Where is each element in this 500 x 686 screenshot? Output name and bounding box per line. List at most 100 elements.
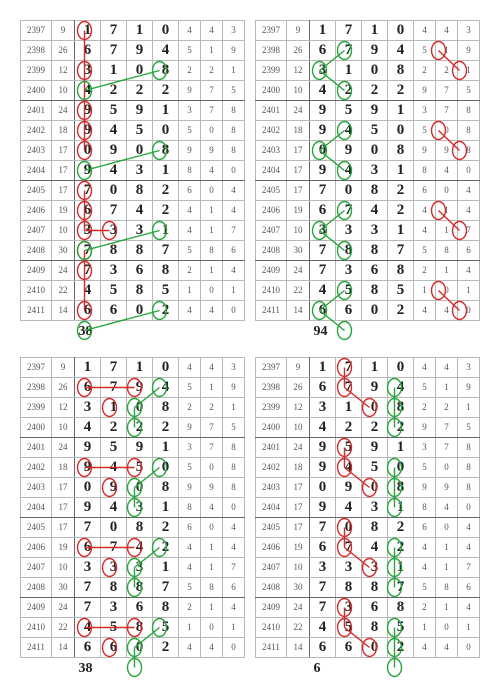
digit-cell: 5 [335, 437, 362, 458]
issue-number-cell: 2406 [20, 537, 52, 558]
digit-cell: 2 [387, 417, 414, 438]
prediction-label: 38 [78, 324, 93, 339]
stat-cell: 1 [222, 280, 245, 301]
sum-cell: 12 [51, 60, 75, 81]
digit-cell: 1 [152, 437, 179, 458]
sum-cell: 10 [286, 220, 310, 241]
digit-cell: 6 [361, 597, 388, 618]
sum-cell: 26 [51, 377, 75, 398]
issue-number-cell: 2406 [255, 200, 287, 221]
table-row: 2398 26 6 7 9 4 5 1 9 [255, 377, 480, 398]
panel-bottom-left: 2397 9 1 7 1 0 4 4 3 2398 26 6 7 9 4 5 1 9 2399 12 3 1 0 8 2 2 1 24… [20, 357, 245, 678]
table-row: 2398 26 6 7 9 4 5 1 9 [255, 40, 480, 61]
issue-number-cell: 2408 [255, 240, 287, 261]
stat-cell: 9 [178, 140, 201, 161]
prediction-label: 94 [313, 324, 328, 339]
table-row: 2404 17 9 4 3 1 8 4 0 [20, 160, 245, 181]
stat-cell: 4 [222, 180, 245, 201]
digit-cell: 0 [126, 60, 153, 81]
stat-cell: 2 [178, 60, 201, 81]
table-row: 2399 12 3 1 0 8 2 2 1 [20, 60, 245, 81]
stat-cell: 7 [435, 417, 458, 438]
table-row: 2411 14 6 6 0 2 4 4 0 [255, 637, 480, 658]
stat-cell: 9 [457, 40, 480, 61]
prediction-cell [101, 321, 127, 341]
digit-cell: 8 [387, 477, 414, 498]
stat-cell: 5 [413, 577, 436, 598]
stat-cell: 0 [457, 160, 480, 181]
sum-cell: 17 [51, 140, 75, 161]
issue-number-cell: 2405 [255, 517, 287, 538]
prediction-cell [153, 321, 179, 341]
sum-cell: 17 [51, 160, 75, 181]
issue-number-cell: 2399 [20, 60, 52, 81]
table-row: 2407 10 3 3 3 1 4 1 7 [255, 557, 480, 578]
digit-cell: 9 [126, 100, 153, 121]
issue-number-cell: 2397 [20, 20, 52, 41]
lottery-table: 2397 9 1 7 1 0 4 4 3 2398 26 6 7 9 4 5 1 9 2399 12 3 1 0 8 2 2 1 24… [255, 20, 480, 340]
sum-cell: 24 [51, 260, 75, 281]
sum-cell: 9 [286, 357, 310, 378]
prediction-cell [153, 658, 179, 678]
digit-cell: 1 [335, 60, 362, 81]
digit-cell: 6 [100, 300, 127, 321]
prediction-cell [256, 658, 287, 678]
stat-cell: 4 [200, 300, 223, 321]
issue-number-cell: 2404 [20, 160, 52, 181]
sum-cell: 14 [286, 300, 310, 321]
stat-cell: 5 [178, 457, 201, 478]
table-row: 2406 19 6 7 4 2 4 1 4 [255, 537, 480, 558]
digit-cell: 2 [126, 80, 153, 101]
table-row: 2397 9 1 7 1 0 4 4 3 [255, 357, 480, 378]
stat-cell: 0 [200, 517, 223, 538]
digit-cell: 8 [152, 397, 179, 418]
table-row: 2399 12 3 1 0 8 2 2 1 [20, 397, 245, 418]
prediction-cell [127, 658, 153, 678]
issue-number-cell: 2400 [20, 417, 52, 438]
prediction-label: 38 [78, 661, 93, 676]
table-row: 2403 17 0 9 0 8 9 9 8 [255, 477, 480, 498]
digit-cell: 4 [361, 537, 388, 558]
issue-number-cell: 2406 [255, 537, 287, 558]
digit-cell: 4 [126, 537, 153, 558]
digit-cell: 6 [309, 637, 336, 658]
digit-cell: 0 [309, 477, 336, 498]
digit-cell: 9 [361, 377, 388, 398]
digit-cell: 4 [100, 457, 127, 478]
issue-number-cell: 2410 [255, 280, 287, 301]
prediction-row [256, 658, 480, 678]
stat-cell: 8 [457, 100, 480, 121]
stat-cell: 7 [200, 437, 223, 458]
stat-cell: 2 [200, 397, 223, 418]
prediction-cell [179, 658, 201, 678]
table-row: 2409 24 7 3 6 8 2 1 4 [255, 260, 480, 281]
stat-cell: 0 [435, 517, 458, 538]
sum-cell: 10 [286, 80, 310, 101]
sum-cell: 17 [51, 517, 75, 538]
digit-cell: 4 [335, 160, 362, 181]
table-row: 2402 18 9 4 5 0 5 0 8 [255, 457, 480, 478]
sum-cell: 30 [286, 577, 310, 598]
table-row: 2401 24 9 5 9 1 3 7 8 [255, 437, 480, 458]
stat-cell: 0 [222, 160, 245, 181]
issue-number-cell: 2403 [20, 477, 52, 498]
digit-cell: 6 [309, 40, 336, 61]
digit-cell: 8 [361, 517, 388, 538]
sum-cell: 17 [51, 477, 75, 498]
sum-cell: 10 [51, 220, 75, 241]
prediction-cell [179, 321, 201, 341]
sum-cell: 10 [286, 417, 310, 438]
stat-cell: 5 [178, 240, 201, 261]
stat-cell: 4 [435, 497, 458, 518]
digit-cell: 8 [361, 240, 388, 261]
table-row: 2399 12 3 1 0 8 2 2 1 [255, 397, 480, 418]
table-row: 2402 18 9 4 5 0 5 0 8 [255, 120, 480, 141]
digit-cell: 6 [74, 300, 101, 321]
issue-number-cell: 2402 [20, 120, 52, 141]
digit-cell: 8 [361, 280, 388, 301]
digit-cell: 8 [335, 577, 362, 598]
digit-cell: 1 [74, 357, 101, 378]
table-row: 2397 9 1 7 1 0 4 4 3 [20, 20, 245, 41]
digit-cell: 6 [309, 377, 336, 398]
prediction-cell [436, 658, 458, 678]
